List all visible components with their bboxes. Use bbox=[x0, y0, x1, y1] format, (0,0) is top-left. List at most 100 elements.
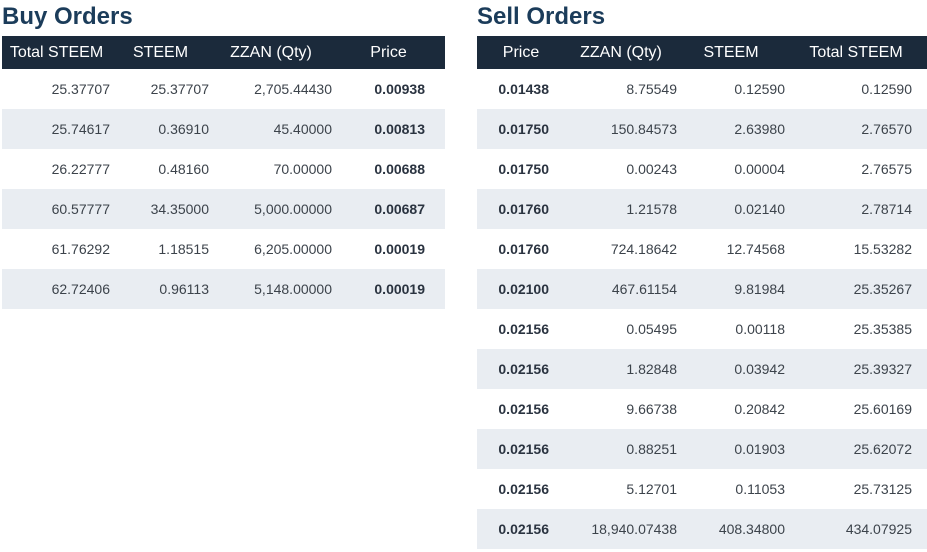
sell-order-row[interactable]: 0.02156 18,940.07438 408.34800 434.07925 bbox=[477, 509, 927, 549]
sell-cell-qty: 5.12701 bbox=[626, 481, 677, 497]
sell-order-row[interactable]: 0.02156 1.82848 0.03942 25.39327 bbox=[477, 349, 927, 389]
sell-cell-qty: 0.00243 bbox=[626, 161, 677, 177]
buy-cell-qty: 2,705.44430 bbox=[254, 81, 332, 97]
sell-orders-panel: Sell Orders Price ZZAN (Qty) STEEM Total… bbox=[477, 0, 927, 549]
buy-cell-price: 0.00019 bbox=[374, 241, 425, 257]
sell-cell-price: 0.02100 bbox=[498, 281, 549, 297]
buy-cell-total: 26.22777 bbox=[51, 161, 110, 177]
buy-order-row[interactable]: 25.74617 0.36910 45.40000 0.00813 bbox=[2, 109, 445, 149]
buy-cell-steem: 0.48160 bbox=[158, 161, 209, 177]
buy-order-row[interactable]: 62.72406 0.96113 5,148.00000 0.00019 bbox=[2, 269, 445, 309]
buy-cell-total: 62.72406 bbox=[51, 281, 110, 297]
sell-cell-price: 0.02156 bbox=[498, 321, 549, 337]
sell-order-row[interactable]: 0.02156 0.88251 0.01903 25.62072 bbox=[477, 429, 927, 469]
sell-cell-steem: 12.74568 bbox=[726, 241, 785, 257]
sell-cell-qty: 0.05495 bbox=[626, 321, 677, 337]
buy-order-row[interactable]: 25.37707 25.37707 2,705.44430 0.00938 bbox=[2, 69, 445, 109]
buy-cell-price: 0.00687 bbox=[374, 201, 425, 217]
buy-order-row[interactable]: 61.76292 1.18515 6,205.00000 0.00019 bbox=[2, 229, 445, 269]
sell-cell-total: 2.78714 bbox=[861, 201, 912, 217]
buy-cell-qty: 45.40000 bbox=[273, 121, 332, 137]
sell-cell-steem: 0.03942 bbox=[734, 361, 785, 377]
sell-cell-qty: 8.75549 bbox=[626, 81, 677, 97]
sell-cell-total: 25.35385 bbox=[853, 321, 912, 337]
buy-cell-price: 0.00938 bbox=[374, 81, 425, 97]
sell-order-row[interactable]: 0.02156 5.12701 0.11053 25.73125 bbox=[477, 469, 927, 509]
buy-cell-steem: 25.37707 bbox=[150, 81, 209, 97]
sell-cell-total: 2.76570 bbox=[861, 121, 912, 137]
sell-cell-steem: 0.20842 bbox=[734, 401, 785, 417]
sell-header-price[interactable]: Price bbox=[502, 43, 540, 61]
sell-orders-table: Price ZZAN (Qty) STEEM Total STEEM 0.014… bbox=[477, 36, 927, 549]
sell-cell-price: 0.02156 bbox=[498, 401, 549, 417]
sell-order-row[interactable]: 0.01750 150.84573 2.63980 2.76570 bbox=[477, 109, 927, 149]
sell-cell-price: 0.01750 bbox=[498, 121, 549, 137]
sell-cell-total: 25.35267 bbox=[853, 281, 912, 297]
sell-cell-steem: 0.01903 bbox=[734, 441, 785, 457]
sell-cell-steem: 0.00004 bbox=[734, 161, 785, 177]
sell-cell-price: 0.01760 bbox=[498, 201, 549, 217]
sell-cell-total: 25.39327 bbox=[853, 361, 912, 377]
sell-header-total-steem[interactable]: Total STEEM bbox=[809, 43, 903, 61]
buy-orders-body: 25.37707 25.37707 2,705.44430 0.00938 25.746… bbox=[2, 69, 445, 309]
buy-cell-total: 60.57777 bbox=[51, 201, 110, 217]
buy-cell-price: 0.00688 bbox=[374, 161, 425, 177]
sell-order-row[interactable]: 0.02156 9.66738 0.20842 25.60169 bbox=[477, 389, 927, 429]
sell-cell-qty: 0.88251 bbox=[626, 441, 677, 457]
sell-order-row[interactable]: 0.01760 1.21578 0.02140 2.78714 bbox=[477, 189, 927, 229]
sell-cell-total: 0.12590 bbox=[861, 81, 912, 97]
sell-cell-qty: 18,940.07438 bbox=[591, 521, 677, 537]
buy-order-row[interactable]: 26.22777 0.48160 70.00000 0.00688 bbox=[2, 149, 445, 189]
sell-cell-steem: 408.34800 bbox=[718, 521, 785, 537]
buy-cell-total: 25.74617 bbox=[51, 121, 110, 137]
sell-cell-steem: 0.02140 bbox=[734, 201, 785, 217]
sell-cell-price: 0.01760 bbox=[498, 241, 549, 257]
sell-orders-header-row: Price ZZAN (Qty) STEEM Total STEEM bbox=[477, 36, 927, 69]
sell-cell-price: 0.02156 bbox=[498, 361, 549, 377]
sell-order-row[interactable]: 0.01750 0.00243 0.00004 2.76575 bbox=[477, 149, 927, 189]
sell-order-row[interactable]: 0.02100 467.61154 9.81984 25.35267 bbox=[477, 269, 927, 309]
buy-header-steem[interactable]: STEEM bbox=[132, 43, 189, 61]
buy-cell-price: 0.00019 bbox=[374, 281, 425, 297]
buy-cell-steem: 1.18515 bbox=[158, 241, 209, 257]
buy-cell-price: 0.00813 bbox=[374, 121, 425, 137]
sell-cell-qty: 150.84573 bbox=[610, 121, 677, 137]
buy-cell-qty: 5,000.00000 bbox=[254, 201, 332, 217]
sell-cell-qty: 9.66738 bbox=[626, 401, 677, 417]
buy-orders-title: Buy Orders bbox=[2, 3, 133, 30]
sell-order-row[interactable]: 0.02156 0.05495 0.00118 25.35385 bbox=[477, 309, 927, 349]
sell-header-qty[interactable]: ZZAN (Qty) bbox=[580, 43, 662, 61]
sell-cell-total: 2.76575 bbox=[861, 161, 912, 177]
buy-cell-total: 61.76292 bbox=[51, 241, 110, 257]
buy-orders-table: Total STEEM STEEM ZZAN (Qty) Price 25.37… bbox=[2, 36, 445, 309]
buy-header-total-steem[interactable]: Total STEEM bbox=[9, 43, 104, 61]
buy-header-qty[interactable]: ZZAN (Qty) bbox=[230, 43, 312, 61]
sell-cell-steem: 0.00118 bbox=[735, 321, 785, 337]
buy-cell-steem: 34.35000 bbox=[150, 201, 209, 217]
sell-cell-total: 434.07925 bbox=[845, 521, 912, 537]
sell-order-row[interactable]: 0.01760 724.18642 12.74568 15.53282 bbox=[477, 229, 927, 269]
sell-cell-price: 0.02156 bbox=[498, 441, 549, 457]
buy-header-price[interactable]: Price bbox=[370, 43, 407, 61]
buy-cell-steem: 0.96113 bbox=[159, 281, 209, 297]
buy-cell-steem: 0.36910 bbox=[158, 121, 209, 137]
sell-cell-steem: 9.81984 bbox=[734, 281, 785, 297]
sell-order-row[interactable]: 0.01438 8.75549 0.12590 0.12590 bbox=[477, 69, 927, 109]
sell-cell-price: 0.01750 bbox=[498, 161, 549, 177]
buy-cell-qty: 5,148.00000 bbox=[254, 281, 332, 297]
sell-header-steem[interactable]: STEEM bbox=[703, 43, 759, 61]
sell-cell-total: 15.53282 bbox=[853, 241, 912, 257]
sell-orders-title: Sell Orders bbox=[477, 3, 606, 30]
sell-cell-qty: 467.61154 bbox=[611, 281, 677, 297]
sell-cell-steem: 0.12590 bbox=[734, 81, 785, 97]
sell-cell-qty: 724.18642 bbox=[610, 241, 677, 257]
sell-orders-body: 0.01438 8.75549 0.12590 0.12590 0.01750 150.8… bbox=[477, 69, 927, 549]
buy-orders-panel: Buy Orders Total STEEM STEEM ZZAN (Qty) … bbox=[2, 0, 445, 309]
sell-cell-qty: 1.82848 bbox=[626, 361, 677, 377]
buy-cell-qty: 6,205.00000 bbox=[254, 241, 332, 257]
buy-orders-header-row: Total STEEM STEEM ZZAN (Qty) Price bbox=[2, 36, 445, 69]
sell-cell-total: 25.62072 bbox=[853, 441, 912, 457]
sell-cell-total: 25.73125 bbox=[853, 481, 912, 497]
buy-order-row[interactable]: 60.57777 34.35000 5,000.00000 0.00687 bbox=[2, 189, 445, 229]
sell-cell-price: 0.02156 bbox=[498, 481, 549, 497]
